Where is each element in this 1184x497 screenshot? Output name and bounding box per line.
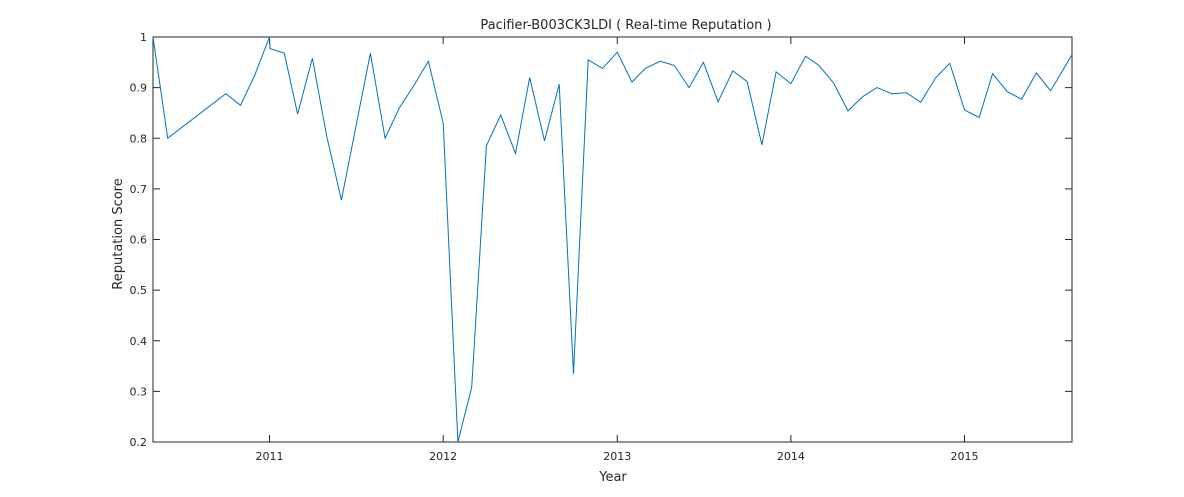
y-tick-label: 0.8 <box>130 132 148 145</box>
y-axis-label: Reputation Score <box>111 178 126 289</box>
y-tick-label: 0.9 <box>130 82 148 95</box>
chart-title: Pacifier-B003CK3LDI ( Real-time Reputati… <box>480 18 771 33</box>
y-tick-label: 0.7 <box>130 183 148 196</box>
x-tick-label: 2012 <box>429 450 457 463</box>
x-tick-label: 2011 <box>256 450 284 463</box>
x-tick-label: 2014 <box>777 450 805 463</box>
y-tick-label: 0.5 <box>130 284 148 297</box>
plot-area-frame <box>152 36 1073 443</box>
y-tick-label: 0.4 <box>130 335 148 348</box>
x-tick-label: 2013 <box>603 450 631 463</box>
y-tick-label: 0.3 <box>130 385 148 398</box>
x-axis-label: Year <box>598 470 627 485</box>
x-tick-label: 2015 <box>950 450 978 463</box>
y-tick-label: 0.2 <box>130 436 148 449</box>
y-tick-label: 1 <box>140 31 147 44</box>
tick-labels: 0.2 0.3 0.4 0.5 0.6 0.7 0.8 0.9 1 2011 2012 2013 201… <box>130 31 979 463</box>
y-tick-label: 0.6 <box>130 234 148 247</box>
reputation-series-line <box>152 36 1073 443</box>
